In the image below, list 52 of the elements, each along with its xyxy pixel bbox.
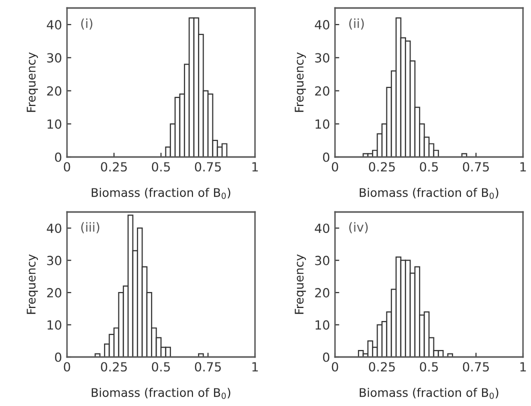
annotation: (ii) <box>349 18 364 30</box>
x-tick-label: 0.5 <box>152 362 170 372</box>
x-tick-label: 0.75 <box>462 362 489 372</box>
annotation: (iii) <box>81 222 100 234</box>
y-tick-label: 30 <box>315 256 330 266</box>
x-tick-label: 0.25 <box>100 362 127 372</box>
x-tick-label: 0 <box>64 162 70 172</box>
x-tick-label: 0.25 <box>368 362 395 372</box>
x-tick-label: 0.5 <box>420 362 438 372</box>
y-axis-title: Frequency <box>26 52 38 112</box>
x-tick-label: 0.5 <box>420 162 438 172</box>
x-axis-title: Biomass (fraction of B$_{0}$) <box>92 388 230 399</box>
y-tick-label: 40 <box>314 224 330 234</box>
y-tick-label: 30 <box>315 53 330 63</box>
y-tick-label: 40 <box>46 224 62 234</box>
annotation: (i) <box>81 18 92 30</box>
x-tick-label: 1 <box>252 362 258 372</box>
x-tick-label: 0 <box>332 362 338 372</box>
y-tick-label: 10 <box>316 119 330 129</box>
x-tick-label: 0 <box>64 362 70 372</box>
y-tick-label: 40 <box>314 20 330 30</box>
y-axis-title: Frequency <box>294 52 306 112</box>
y-tick-label: 40 <box>46 20 62 30</box>
x-tick-label: 0.25 <box>100 162 127 172</box>
y-tick-label: 10 <box>48 320 62 330</box>
x-tick-label: 0 <box>332 162 338 172</box>
x-tick-label: 0.75 <box>194 362 221 372</box>
y-tick-label: 20 <box>315 86 330 96</box>
y-tick-label: 10 <box>48 119 62 129</box>
y-tick-label: 20 <box>47 288 62 298</box>
y-tick-label: 0 <box>55 152 62 162</box>
x-tick-label: 1 <box>520 362 526 372</box>
y-tick-label: 0 <box>323 152 330 162</box>
x-tick-label: 0.75 <box>194 162 221 172</box>
x-tick-label: 1 <box>520 162 526 172</box>
x-tick-label: 0.5 <box>152 162 170 172</box>
annotation: (iv) <box>349 222 368 234</box>
x-tick-label: 1 <box>252 162 258 172</box>
y-tick-label: 10 <box>316 320 330 330</box>
y-tick-label: 30 <box>47 256 62 266</box>
y-tick-label: 20 <box>47 86 62 96</box>
y-tick-label: 0 <box>55 352 62 362</box>
x-axis-title: Biomass (fraction of B$_{0}$) <box>92 188 230 199</box>
x-tick-label: 0.25 <box>368 162 395 172</box>
x-tick-label: 0.75 <box>462 162 489 172</box>
y-tick-label: 0 <box>323 352 330 362</box>
y-axis-title: Frequency <box>26 254 38 314</box>
x-axis-title: Biomass (fraction of B$_{0}$) <box>360 188 498 199</box>
y-tick-label: 30 <box>47 53 62 63</box>
y-tick-label: 20 <box>315 288 330 298</box>
x-axis-title: Biomass (fraction of B$_{0}$) <box>360 388 498 399</box>
y-axis-title: Frequency <box>294 254 306 314</box>
